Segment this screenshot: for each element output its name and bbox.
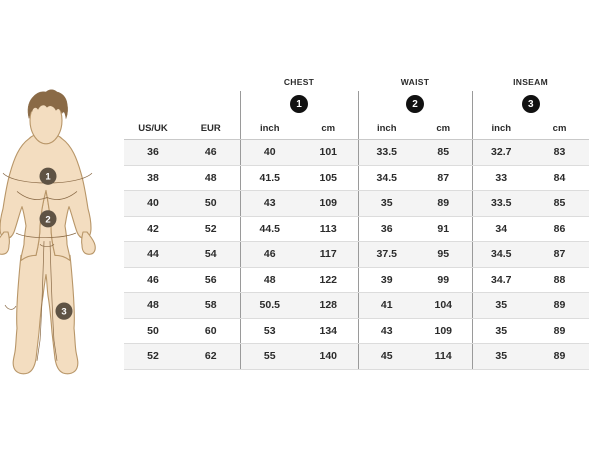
- svg-text:1: 1: [45, 172, 51, 183]
- svg-text:3: 3: [61, 307, 66, 318]
- svg-text:2: 2: [45, 214, 50, 225]
